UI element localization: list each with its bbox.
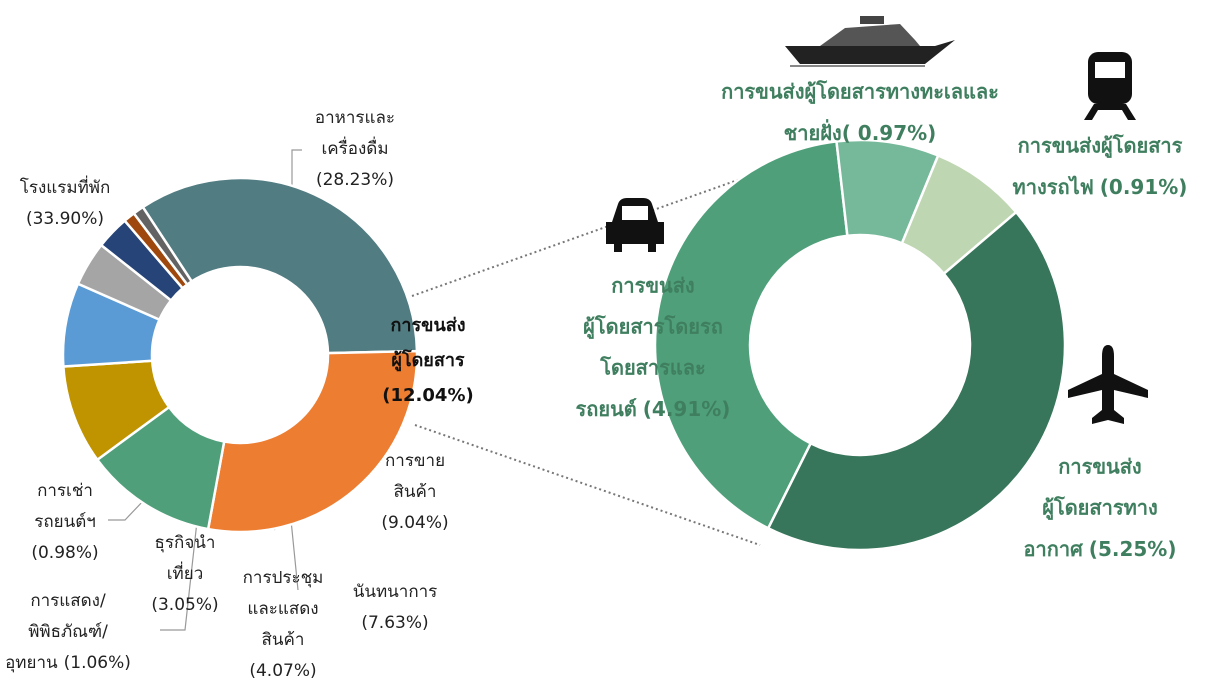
category-label: ชายฝั่ง xyxy=(784,118,842,145)
donut-slice xyxy=(141,176,419,355)
category-label: สินค้า xyxy=(394,482,437,502)
category-label: ผู้โดยสารทาง xyxy=(1042,496,1158,522)
value-label: (3.05%) xyxy=(151,595,218,615)
value-label: (12.04%) xyxy=(382,385,473,406)
train-icon xyxy=(1084,52,1136,120)
category-label: และแสดง xyxy=(247,599,318,619)
category-label: ผู้โดยสาร xyxy=(391,349,465,372)
category-label: นันทนาการ xyxy=(353,582,438,602)
value-label: (7.63%) xyxy=(361,613,428,633)
slice-label: ชายฝั่ง( 0.97%) xyxy=(784,118,937,145)
category-label: การขนส่ง xyxy=(390,315,465,336)
value-label: (4.91%) xyxy=(643,397,731,421)
slice-label: รถยนต์ (4.91%) xyxy=(576,397,731,421)
value-label: (9.04%) xyxy=(381,513,448,533)
category-label: การแสดง/ xyxy=(30,591,106,611)
category-label: พิพิธภัณฑ์/ xyxy=(28,622,108,642)
category-label: เที่ยว xyxy=(167,561,204,584)
category-label: โดยสารและ xyxy=(599,356,706,380)
category-label: ธุรกิจนำ xyxy=(155,533,216,553)
donut-slice xyxy=(132,205,194,287)
category-label: การขนส่งผู้โดยสาร xyxy=(1018,134,1183,160)
donut-slice xyxy=(766,210,1067,552)
value-label: ( 0.97%) xyxy=(842,121,937,145)
boat-icon xyxy=(785,16,955,67)
category-label: อาหารและ xyxy=(315,108,395,128)
donut-slice xyxy=(653,139,849,530)
category-label: การขนส่ง xyxy=(611,274,694,298)
value-label: (0.98%) xyxy=(31,543,98,563)
slice-label: อากาศ (5.25%) xyxy=(1024,537,1177,561)
category-label: รถยนต์ฯ xyxy=(34,512,96,532)
value-label: (4.07%) xyxy=(249,661,316,678)
connector xyxy=(414,424,761,546)
slice-label: ทางรถไฟ (0.91%) xyxy=(1013,175,1188,199)
category-label: เครื่องดื่ม xyxy=(321,136,388,159)
donut-slice xyxy=(206,349,419,534)
category-label: การประชุม xyxy=(243,568,324,588)
plane-icon xyxy=(1068,345,1148,424)
value-label: (1.06%) xyxy=(64,653,131,673)
category-label: โรงแรมที่พัก xyxy=(20,175,111,198)
category-label: อากาศ xyxy=(1024,537,1085,561)
category-label: การขาย xyxy=(385,451,445,471)
category-label: อุทยาน xyxy=(5,653,58,673)
slice-label: อุทยาน (1.06%) xyxy=(5,653,131,673)
category-label: รถยนต์ xyxy=(576,397,637,421)
category-label: ทางรถไฟ xyxy=(1013,175,1094,199)
value-label: (28.23%) xyxy=(316,170,394,190)
category-label: การขนส่ง xyxy=(1058,455,1141,479)
category-label: การเช่า xyxy=(37,481,93,501)
category-label: สินค้า xyxy=(262,630,305,650)
category-label: ผู้โดยสารโดยรถ xyxy=(583,315,723,341)
car-icon xyxy=(606,198,664,252)
value-label: (5.25%) xyxy=(1089,537,1177,561)
value-label: (33.90%) xyxy=(26,209,104,229)
category-label: การขนส่งผู้โดยสารทางทะเลและ xyxy=(721,80,999,106)
value-label: (0.91%) xyxy=(1100,175,1188,199)
